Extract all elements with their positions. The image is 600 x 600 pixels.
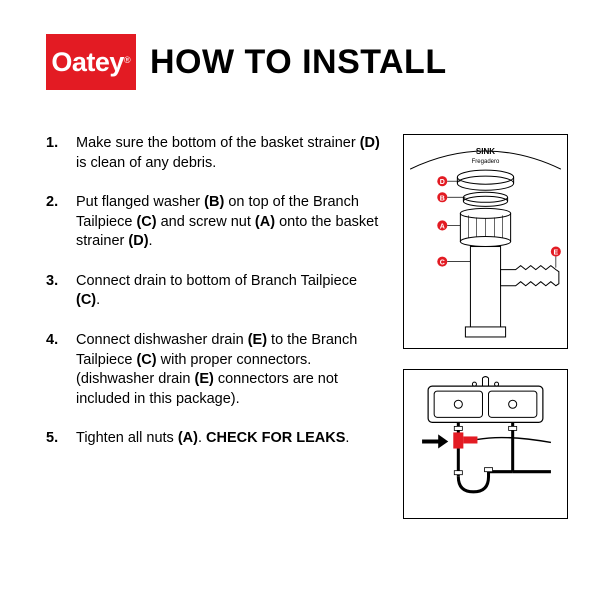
steps-list: 1. Make sure the bottom of the basket str… bbox=[46, 134, 383, 519]
step-text: Connect dishwasher drain (E) to the Bran… bbox=[76, 331, 383, 409]
figure-assembly: SINK Fregadero bbox=[403, 134, 568, 349]
registered-icon: ® bbox=[124, 55, 131, 65]
sink-sublabel: Fregadero bbox=[472, 159, 500, 165]
page-title: HOW TO INSTALL bbox=[150, 43, 447, 82]
figure-undersink bbox=[403, 369, 568, 519]
figures-column: SINK Fregadero bbox=[403, 134, 568, 519]
undersink-diagram-icon bbox=[410, 376, 561, 512]
assembly-diagram-icon: SINK Fregadero bbox=[410, 141, 561, 342]
step-item: 3. Connect drain to bottom of Branch Tail… bbox=[46, 272, 383, 311]
step-text: Make sure the bottom of the basket strai… bbox=[76, 134, 383, 173]
header: Oatey® HOW TO INSTALL bbox=[46, 34, 568, 90]
step-text: Put flanged washer (B) on top of the Bra… bbox=[76, 193, 383, 252]
step-item: 5. Tighten all nuts (A). CHECK FOR LEAKS. bbox=[46, 429, 383, 449]
step-item: 2.Put flanged washer (B) on top of the B… bbox=[46, 193, 383, 252]
brand-logo: Oatey® bbox=[46, 34, 136, 90]
step-item: 1. Make sure the bottom of the basket str… bbox=[46, 134, 383, 173]
svg-text:E: E bbox=[554, 250, 559, 257]
svg-text:D: D bbox=[440, 179, 445, 186]
brand-name: Oatey bbox=[51, 47, 124, 78]
step-item: 4.Connect dishwasher drain (E) to the Br… bbox=[46, 331, 383, 409]
svg-text:C: C bbox=[440, 260, 445, 267]
step-number: 2. bbox=[46, 193, 66, 252]
step-text: Connect drain to bottom of Branch Tailpi… bbox=[76, 272, 383, 311]
step-number: 1. bbox=[46, 134, 66, 173]
svg-text:A: A bbox=[440, 223, 445, 230]
instruction-card: Oatey® HOW TO INSTALL 1. Make sure the bo… bbox=[0, 0, 600, 551]
sink-label: SINK bbox=[476, 147, 495, 156]
step-number: 5. bbox=[46, 429, 66, 449]
step-number: 4. bbox=[46, 331, 66, 409]
content-row: 1. Make sure the bottom of the basket str… bbox=[46, 134, 568, 519]
step-number: 3. bbox=[46, 272, 66, 311]
step-text: Tighten all nuts (A). CHECK FOR LEAKS. bbox=[76, 429, 349, 449]
svg-text:B: B bbox=[440, 195, 445, 202]
